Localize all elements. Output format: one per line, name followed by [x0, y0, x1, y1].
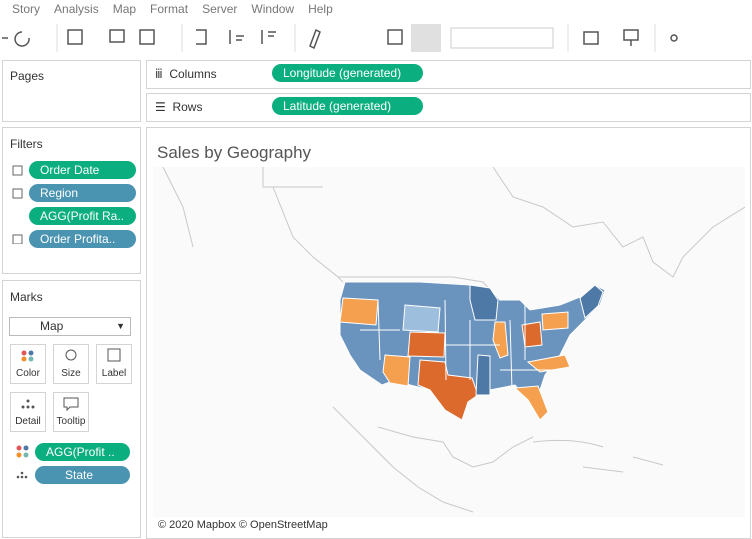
tool-icon[interactable] — [196, 29, 207, 45]
tool-icon[interactable] — [583, 31, 599, 45]
tool-icon[interactable] — [109, 29, 125, 43]
filter-icons — [12, 165, 23, 244]
mark-button-label: Color — [16, 368, 40, 379]
filter-pill[interactable]: Order Profita.. — [29, 230, 136, 248]
marks-card: Marks Map ▼ Color Size Label Detail Toolt… — [2, 280, 141, 538]
tool-icon[interactable] — [261, 30, 276, 44]
map — [153, 167, 745, 517]
mark-button[interactable]: Tooltip — [53, 392, 89, 432]
shelf-label: ⅲ Columns — [155, 67, 217, 81]
pill[interactable]: Longitude (generated) — [272, 64, 423, 82]
tool-icon[interactable] — [387, 29, 403, 45]
tool-icon[interactable] — [309, 28, 321, 50]
menu-item[interactable]: Map — [112, 2, 137, 16]
icon — [21, 350, 34, 362]
menu-item[interactable]: Server — [202, 2, 238, 16]
state[interactable] — [526, 354, 571, 373]
mark-pill[interactable]: AGG(Profit .. — [35, 443, 130, 461]
state[interactable] — [541, 311, 569, 331]
card-title: Pages — [10, 69, 45, 83]
state[interactable] — [579, 284, 604, 319]
pill[interactable]: Latitude (generated) — [272, 97, 423, 115]
state[interactable] — [402, 304, 441, 333]
menu-item[interactable]: Story — [12, 2, 41, 16]
state[interactable] — [407, 331, 446, 358]
columns-shelf: ⅲ Columns Longitude (generated) — [146, 60, 751, 89]
menu-item[interactable]: Window — [251, 2, 295, 16]
mark-button[interactable]: Size — [53, 344, 89, 384]
card-title: Filters — [10, 137, 43, 151]
tool-icon[interactable] — [14, 31, 30, 47]
us-states — [339, 281, 606, 421]
mark-button-label: Tooltip — [56, 416, 86, 427]
icon — [65, 349, 77, 361]
menu-bar: Story Analysis Map Format Server Window … — [0, 0, 333, 18]
menu-item[interactable]: Help — [308, 2, 333, 16]
tool-icon[interactable] — [139, 29, 155, 45]
tool-icon[interactable] — [229, 30, 244, 44]
state[interactable] — [475, 354, 491, 396]
attribution: © 2020 Mapbox © OpenStreetMap — [158, 519, 328, 531]
tool-active[interactable] — [411, 24, 441, 52]
state[interactable] — [513, 385, 549, 421]
mark-button-label: Size — [61, 368, 81, 379]
filter-pill[interactable]: Region — [29, 184, 136, 202]
state[interactable] — [417, 359, 479, 421]
mark-button-label: Detail — [15, 416, 41, 427]
state[interactable] — [469, 284, 499, 321]
mark-button-label: Label — [101, 368, 127, 379]
state[interactable] — [382, 354, 411, 387]
view: Sales by Geography — [146, 127, 751, 539]
icon — [63, 397, 79, 412]
shelf-label: ☰ Rows — [155, 100, 203, 114]
shelf-label-text: Rows — [172, 100, 203, 114]
mark-pill-icons — [16, 445, 29, 479]
tool-icon[interactable] — [623, 29, 639, 46]
icon — [21, 399, 35, 409]
dropdown[interactable] — [450, 27, 554, 49]
filters-card: Filters Order Date Region AGG(Profit Ra.… — [2, 127, 141, 274]
card-title: Marks — [10, 290, 43, 304]
mark-button[interactable]: Color — [10, 344, 46, 384]
filter-pill[interactable]: AGG(Profit Ra.. — [29, 207, 136, 225]
state[interactable] — [492, 321, 509, 359]
filter-pill[interactable]: Order Date — [29, 161, 136, 179]
rows-shelf: ☰ Rows Latitude (generated) — [146, 93, 751, 122]
mark-type-dropdown[interactable]: Map ▼ — [9, 317, 131, 336]
menu-item[interactable]: Analysis — [54, 2, 99, 16]
view-title: Sales by Geography — [157, 143, 312, 162]
tool-icon[interactable] — [67, 29, 83, 45]
toolbar — [2, 24, 678, 52]
mark-button[interactable]: Detail — [10, 392, 46, 432]
state[interactable] — [339, 297, 379, 326]
mark-type: Map — [40, 319, 64, 333]
tool-icon[interactable] — [670, 34, 678, 42]
icon — [107, 348, 121, 362]
mark-pill[interactable]: State — [35, 466, 130, 484]
menu-item[interactable]: Format — [150, 2, 189, 16]
state[interactable] — [521, 321, 543, 348]
shelf-label-text: Columns — [169, 67, 217, 81]
pages-card: Pages — [2, 60, 141, 122]
mark-button[interactable]: Label — [96, 344, 132, 384]
